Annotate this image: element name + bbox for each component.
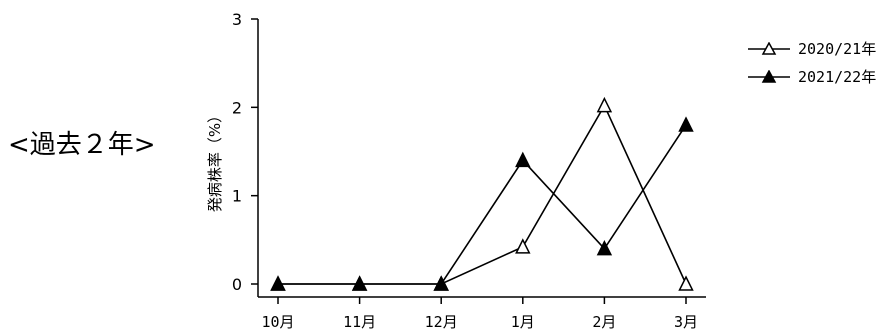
x-tick-label: 12月 — [425, 313, 458, 329]
data-point-series1 — [596, 239, 613, 256]
x-tick-label: 10月 — [261, 313, 294, 329]
legend-label-2020-21: 2020/21年 — [798, 40, 877, 58]
data-point-series1 — [270, 275, 286, 291]
data-point-series1 — [433, 275, 449, 291]
y-tick-label: 3 — [232, 10, 242, 29]
x-tick-label: 2月 — [592, 313, 616, 329]
x-tick-label: 3月 — [674, 313, 698, 329]
data-point-series0 — [678, 275, 694, 291]
chart-series — [270, 96, 694, 291]
data-point-series0 — [515, 238, 531, 254]
x-tick-label: 1月 — [511, 313, 535, 329]
y-tick-label: 0 — [232, 275, 242, 294]
data-point-series1 — [515, 151, 531, 168]
x-tick-label: 11月 — [343, 313, 376, 329]
series-line-1 — [278, 124, 687, 285]
data-point-series0 — [596, 96, 613, 113]
data-point-series1 — [678, 116, 694, 132]
legend-item-2021-22: 2021/22年 — [748, 66, 876, 87]
chart-axes: 0 1 2 3 発病株率（%） 10月 11月 12月 1月 2月 3月 — [206, 10, 706, 329]
legend-filled-triangle-icon — [748, 69, 790, 83]
legend-label-2021-22: 2021/22年 — [798, 68, 877, 86]
legend-open-triangle-icon — [748, 41, 790, 55]
data-point-series1 — [351, 275, 368, 291]
side-label: <過去２年> — [8, 130, 156, 160]
y-tick-label: 2 — [232, 98, 242, 117]
series-line-0 — [278, 103, 687, 285]
legend-item-2020-21: 2020/21年 — [748, 38, 876, 59]
y-tick-label: 1 — [232, 187, 242, 206]
y-axis-label: 発病株率（%） — [206, 108, 224, 212]
